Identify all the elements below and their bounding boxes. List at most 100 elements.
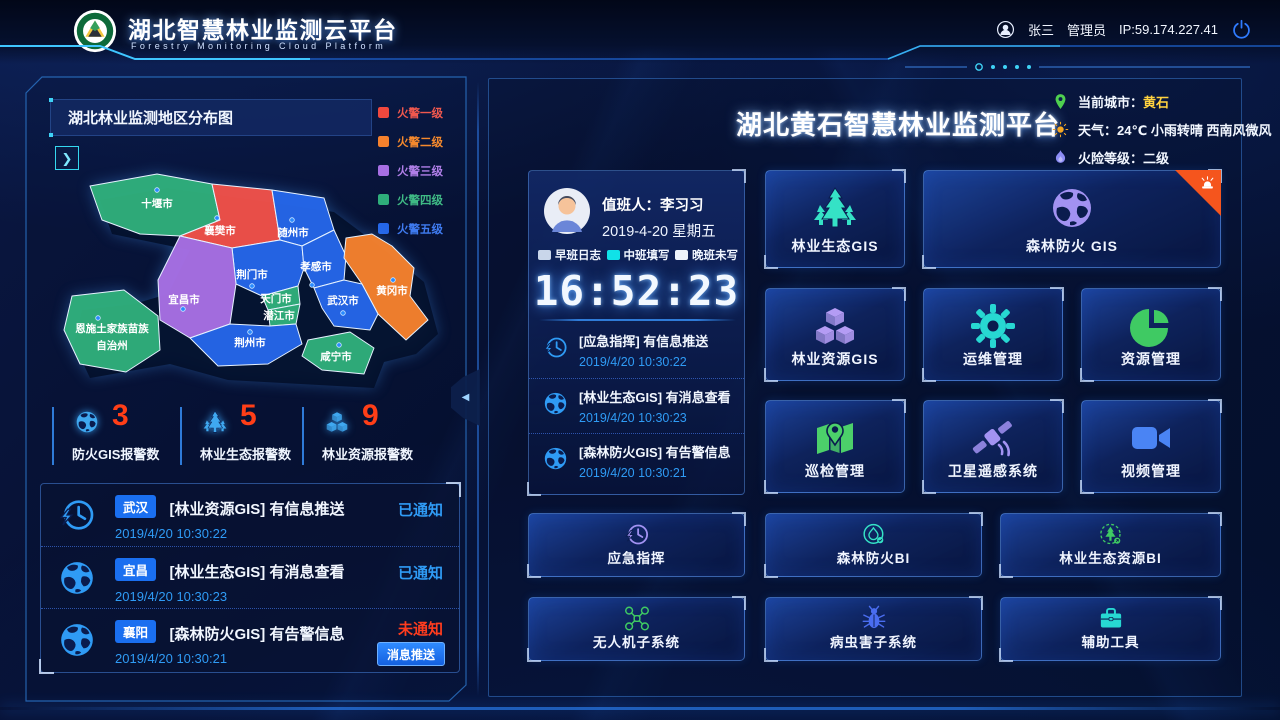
stat-value: 9: [362, 399, 379, 432]
map-region[interactable]: [189, 323, 303, 367]
shift-checkbox: [675, 250, 688, 260]
notification-time: 2019/4/20 10:30:21: [115, 651, 228, 666]
page-title: 湖北黄石智慧林业监测平台: [735, 110, 1060, 140]
user-role: 管理员: [1066, 22, 1106, 38]
legend-item: 火警五级: [378, 214, 443, 243]
tile-inspection-management[interactable]: 巡检管理: [764, 399, 906, 494]
shift-status-row: 早班日志 中班填写 晚班未写: [538, 247, 738, 263]
svg-text:荆州市: 荆州市: [234, 336, 266, 349]
svg-text:潜江市: 潜江市: [263, 309, 295, 322]
notification-row[interactable]: 武汉 [林业资源GIS] 有信息推送 2019/4/20 10:30:22 已通…: [41, 484, 459, 546]
map-region[interactable]: [231, 239, 305, 297]
expand-button[interactable]: ❯: [55, 146, 79, 170]
duty-date: 2019-4-20 星期五: [602, 224, 716, 240]
app-header: 湖北智慧林业监测云平台 Forestry Monitoring Cloud Pl…: [0, 0, 1280, 64]
hubei-province-map[interactable]: 十堰市 襄樊市 随州市 荆门市 孝感市 黄冈市 武汉市 天门市 潜江市 宜昌市 …: [62, 166, 454, 402]
trees-icon: [202, 409, 228, 435]
event-time: 2019/4/20 10:30:23: [579, 411, 687, 425]
env-label: 火险等级：: [1078, 150, 1144, 166]
legend-item: 火警四级: [378, 185, 443, 214]
map-region[interactable]: [313, 279, 379, 331]
city-labels: 十堰市 襄樊市 随州市 荆门市 孝感市 黄冈市 武汉市 天门市 潜江市 宜昌市 …: [75, 197, 408, 363]
user-name[interactable]: 张三: [1027, 22, 1054, 38]
map-region[interactable]: [301, 331, 375, 375]
stat-label: 林业生态报警数: [200, 447, 292, 462]
stat-fire-gis-alarms: 3 防火GIS报警数: [52, 399, 180, 465]
map-region[interactable]: [157, 235, 237, 339]
shift-midday[interactable]: 中班填写: [606, 247, 670, 263]
notification-row[interactable]: 襄阳 [森林防火GIS] 有告警信息 2019/4/20 10:30:21 未通…: [41, 608, 459, 670]
svg-text:天门市: 天门市: [260, 292, 292, 305]
event-time: 2019/4/20 10:30:21: [579, 466, 687, 480]
tile-auxiliary-tools[interactable]: 辅助工具: [999, 596, 1222, 662]
event-text: [应急指挥] 有信息推送: [579, 334, 709, 349]
event-row[interactable]: [林业生态GIS] 有消息查看 2019/4/20 10:30:23: [529, 378, 744, 433]
status-badge: 未通知: [397, 621, 443, 638]
notification-panel: 武汉 [林业资源GIS] 有信息推送 2019/4/20 10:30:22 已通…: [39, 482, 461, 674]
svg-text:孝感市: 孝感市: [299, 260, 332, 273]
svg-text:黄冈市: 黄冈市: [376, 284, 408, 297]
tile-forest-fire-gis[interactable]: 森林防火 GIS: [922, 169, 1222, 269]
legend-item: 火警一级: [378, 98, 443, 127]
tile-drone-subsystem[interactable]: 无人机子系统: [527, 596, 746, 662]
app-subtitle: Forestry Monitoring Cloud Platform: [131, 41, 387, 51]
tile-forestry-resource-gis[interactable]: 林业资源GIS: [764, 287, 906, 382]
tile-forestry-ecology-gis[interactable]: 林业生态GIS: [764, 169, 906, 269]
alert-clock-icon: [57, 495, 97, 535]
env-label: 天气：: [1078, 122, 1118, 138]
legend-swatch: [378, 107, 389, 118]
bottom-glow-line: [0, 707, 1280, 710]
tile-resource-management[interactable]: 资源管理: [1080, 287, 1222, 382]
shift-morning[interactable]: 早班日志: [538, 247, 601, 263]
notification-text: [林业资源GIS] 有信息推送: [169, 501, 345, 518]
push-message-button[interactable]: 消息推送: [376, 642, 445, 666]
event-text: [森林防火GIS] 有告警信息: [579, 445, 731, 460]
globe-icon: [542, 390, 569, 417]
event-row[interactable]: [应急指挥] 有信息推送 2019/4/20 10:30:22: [529, 323, 744, 378]
map-region[interactable]: [63, 289, 161, 373]
legend-item: 火警二级: [378, 127, 443, 156]
svg-text:荆门市: 荆门市: [236, 268, 268, 281]
notification-row[interactable]: 宜昌 [林业生态GIS] 有消息查看 2019/4/20 10:30:23 已通…: [41, 546, 459, 608]
tree-bi-icon: [1097, 521, 1124, 548]
pie-chart-icon: [1127, 302, 1175, 350]
tile-forestry-ecology-resource-bi[interactable]: 林业生态资源BI: [999, 512, 1222, 578]
video-camera-icon: [1127, 414, 1175, 462]
tile-satellite-remote-sensing[interactable]: 卫星遥感系统: [922, 399, 1064, 494]
duty-events: [应急指挥] 有信息推送 2019/4/20 10:30:22 [林业生态GIS…: [529, 323, 744, 488]
shift-evening[interactable]: 晚班未写: [675, 247, 738, 263]
map-region[interactable]: [343, 233, 429, 341]
stat-ecology-alarms: 5 林业生态报警数: [180, 399, 302, 465]
tile-video-management[interactable]: 视频管理: [1080, 399, 1222, 494]
legend-swatch: [378, 165, 389, 176]
svg-text:随州市: 随州市: [277, 226, 309, 239]
legend-swatch: [378, 136, 389, 147]
svg-text:武汉市: 武汉市: [327, 294, 359, 307]
power-icon[interactable]: [1231, 19, 1252, 40]
fire-alarm-legend: 火警一级 火警二级 火警三级 火警四级 火警五级: [378, 98, 443, 243]
duty-card: 值班人：李习习 2019-4-20 星期五 早班日志 中班填写 晚班未写 16:…: [527, 169, 746, 496]
event-text: [林业生态GIS] 有消息查看: [579, 390, 731, 405]
tile-emergency-command[interactable]: 应急指挥: [527, 512, 746, 578]
tile-pest-subsystem[interactable]: 病虫害子系统: [764, 596, 983, 662]
status-badge: 已通知: [397, 565, 443, 582]
stat-resource-alarms: 9 林业资源报警数: [302, 399, 454, 465]
satellite-icon: [969, 414, 1017, 462]
tile-operations-management[interactable]: 运维管理: [922, 287, 1064, 382]
globe-icon: [74, 409, 100, 435]
duty-avatar: [544, 188, 590, 234]
notification-time: 2019/4/20 10:30:23: [115, 589, 228, 604]
flame-icon: [1052, 149, 1069, 166]
tile-forest-fire-bi[interactable]: 森林防火BI: [764, 512, 983, 578]
globe-icon: [57, 558, 97, 598]
event-row[interactable]: [森林防火GIS] 有告警信息 2019/4/20 10:30:21: [529, 433, 744, 488]
alert-clock-icon: [623, 521, 650, 548]
divider: [539, 319, 736, 321]
ip-address: IP:59.174.227.41: [1118, 21, 1218, 37]
env-value: 黄石: [1143, 94, 1170, 110]
city-tag: 宜昌: [115, 558, 157, 581]
env-value: 二级: [1143, 150, 1170, 166]
fire-risk-row: 火险等级： 二级: [1052, 143, 1271, 171]
bug-icon: [860, 605, 887, 632]
